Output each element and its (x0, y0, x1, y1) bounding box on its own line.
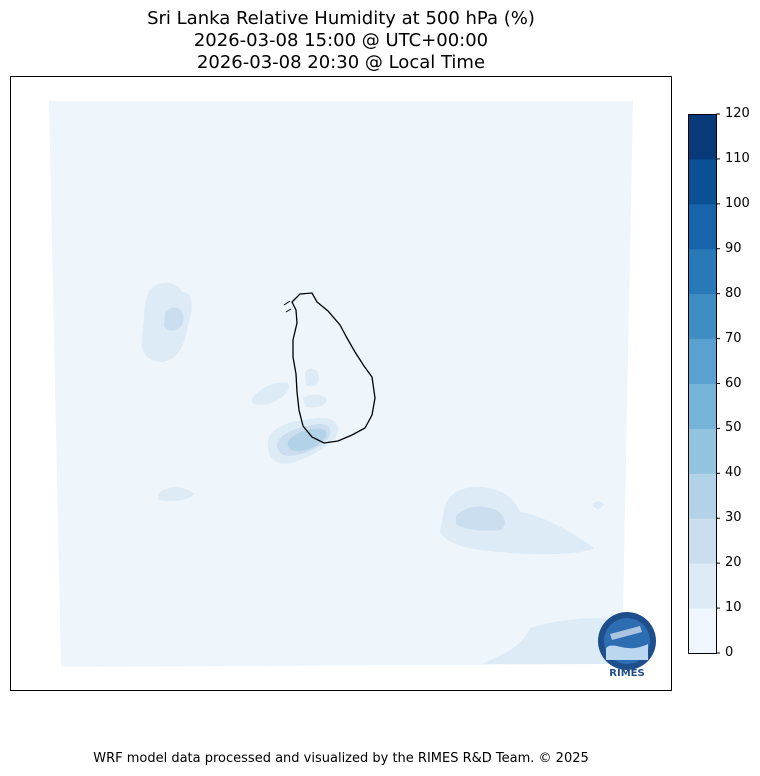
colorbar-tick-label: 70 (725, 330, 742, 346)
colorbar-tick-label: 10 (725, 600, 742, 616)
local-time: 2026-03-08 20:30 @ Local Time (196, 52, 486, 73)
colorbar-swatch (688, 428, 716, 474)
colorbar-tick-label: 30 (725, 510, 742, 526)
colorbar-swatch (688, 518, 716, 564)
coastline-islets (283, 300, 292, 313)
logo-text: RIMES (609, 668, 644, 679)
colorbar-tick-label: 40 (725, 465, 742, 481)
map-title: Sri Lanka Relative Humidity at 500 hPa (… (147, 8, 535, 29)
colorbar-tick-label: 90 (725, 240, 742, 256)
colorbar-tick-label: 0 (725, 645, 734, 660)
colorbar-swatch (688, 158, 716, 205)
domain-field (49, 101, 633, 667)
humidity-contours (141, 282, 625, 664)
colorbar-swatch (688, 203, 716, 250)
colorbar-swatch (688, 338, 716, 384)
colorbar-tick-label: 50 (725, 420, 742, 436)
colorbar-tick-label: 80 (725, 285, 742, 301)
colorbar-tick-label: 120 (725, 106, 750, 121)
colorbar-tick-label: 100 (725, 195, 750, 211)
sri-lanka-coastline (291, 292, 376, 444)
credit-footer: WRF model data processed and visualized … (93, 751, 589, 766)
colorbar-swatch (688, 114, 716, 160)
colorbar-swatch (688, 563, 716, 609)
colorbar-swatch (688, 248, 716, 295)
colorbar-tick-label: 60 (725, 375, 742, 391)
colorbar-swatch (688, 293, 716, 340)
colorbar (688, 113, 720, 654)
colorbar-tick-label: 110 (725, 150, 750, 166)
colorbar-swatch (688, 473, 716, 519)
rimes-logo: RIMES (598, 612, 656, 679)
colorbar-tick-label: 20 (725, 555, 742, 571)
colorbar-swatch (688, 608, 716, 654)
utc-time: 2026-03-08 15:00 @ UTC+00:00 (193, 30, 489, 51)
colorbar-swatch (688, 383, 716, 429)
